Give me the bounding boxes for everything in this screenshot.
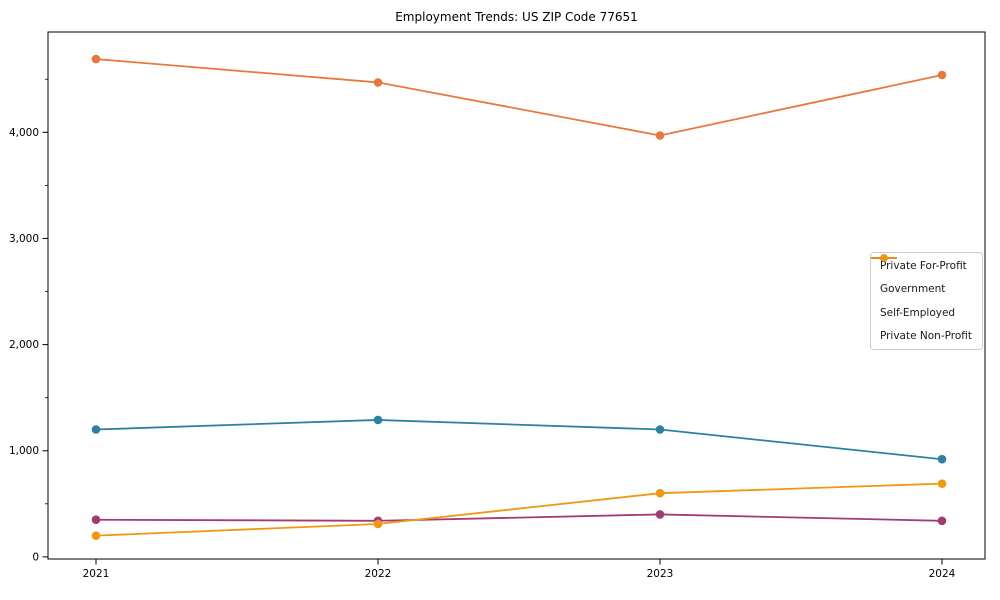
series-line-private-non-profit (95, 482, 943, 537)
data-point (655, 425, 665, 434)
legend-item: Government (870, 254, 972, 296)
legend-item: Private Non-Profit (870, 254, 972, 342)
data-point (937, 454, 947, 464)
x-tick-label: 2022 (365, 568, 392, 580)
x-tick-label: 2023 (647, 568, 674, 580)
x-tick-label: 2024 (929, 568, 956, 580)
data-point (91, 425, 101, 434)
data-point (373, 415, 383, 425)
y-tick-label: 4,000 (9, 127, 39, 139)
legend-label: Self-Employed (879, 306, 956, 319)
legend-label: Private Non-Profit (879, 329, 972, 342)
data-point (655, 510, 665, 519)
data-point (91, 54, 101, 64)
legend-label: Private For-Profit (879, 260, 967, 272)
y-tick-label: 1,000 (9, 445, 39, 457)
plot-frame (47, 31, 986, 560)
chart-title: Employment Trends: US ZIP Code 77651 (395, 10, 638, 24)
data-point (655, 488, 665, 498)
series-line-private-for-profit (95, 58, 943, 137)
data-point (937, 479, 947, 488)
legend-label: Government (879, 283, 946, 296)
data-point (937, 516, 947, 526)
data-point (91, 515, 101, 525)
series-line-government (95, 419, 943, 461)
data-point (91, 531, 101, 540)
data-point (373, 519, 383, 529)
legend: Private For-Profit Government Self-Employe… (869, 252, 983, 350)
legend-item: Self-Employed (870, 254, 972, 319)
y-tick-label: 0 (32, 551, 39, 563)
y-tick-label: 2,000 (9, 339, 39, 351)
y-tick-label: 3,000 (9, 233, 39, 245)
series-line-self-employed (95, 513, 943, 522)
legend-marker-icon (870, 254, 897, 262)
x-tick-label: 2021 (83, 568, 110, 580)
data-point (937, 70, 947, 80)
data-point (373, 78, 383, 87)
data-point (655, 131, 665, 140)
